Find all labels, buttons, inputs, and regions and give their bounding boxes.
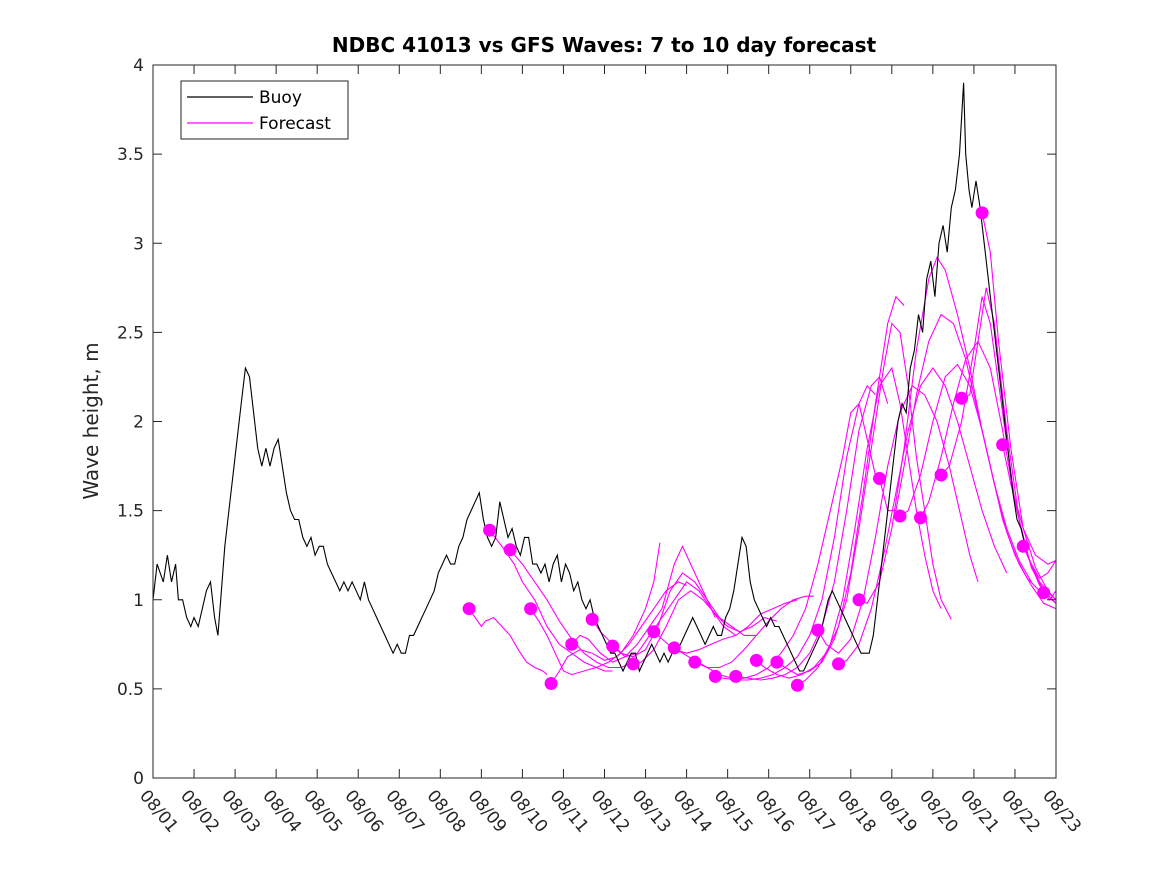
forecast-line-1 (489, 529, 613, 672)
forecast-line-0 (468, 608, 548, 676)
forecast-marker-3 (524, 602, 538, 616)
forecast-marker-18 (832, 657, 845, 671)
forecast-marker-1 (483, 523, 497, 537)
y-tick-label-7: 3.5 (117, 145, 144, 165)
forecast-marker-9 (647, 625, 661, 639)
forecast-marker-28 (1037, 586, 1051, 600)
forecast-line-26 (1002, 444, 1056, 565)
forecast-marker-4 (544, 677, 558, 690)
forecast-marker-2 (503, 543, 517, 557)
forecast-marker-15 (770, 655, 784, 669)
y-tick-label-5: 2.5 (117, 323, 144, 343)
legend-buoy-label: Buoy (259, 88, 302, 108)
forecast-markers (462, 206, 1051, 692)
forecast-marker-14 (749, 653, 763, 667)
forecast-line-7 (612, 572, 757, 658)
forecast-marker-6 (585, 612, 599, 626)
legend-forecast-label: Forecast (259, 114, 331, 134)
forecast-line-16 (797, 366, 942, 686)
forecast-marker-21 (893, 509, 907, 523)
forecast-marker-25 (975, 206, 989, 220)
legend-box (180, 80, 349, 140)
forecast-line-13 (735, 375, 889, 681)
forecast-marker-8 (626, 657, 640, 671)
forecast-marker-7 (606, 639, 620, 653)
y-axis-title: Wave height, m (79, 342, 103, 499)
y-tick-label-1: 0.5 (117, 680, 144, 700)
forecast-marker-27 (1016, 539, 1030, 553)
forecast-line-5 (571, 544, 716, 663)
forecast-line-24 (961, 287, 1056, 604)
forecast-marker-26 (996, 438, 1010, 452)
forecast-line-27 (1022, 546, 1056, 580)
forecast-line-3 (530, 542, 661, 676)
forecast-marker-17 (811, 623, 825, 637)
forecast-marker-22 (914, 511, 927, 525)
y-tick-label-0: 0 (133, 769, 144, 789)
y-tick-label-6: 3 (133, 234, 144, 254)
chart-title: NDBC 41013 vs GFS Waves: 7 to 10 day for… (332, 33, 877, 57)
y-tick-label-3: 1.5 (117, 502, 144, 522)
y-tick-label-8: 4 (133, 56, 144, 76)
forecast-line-21 (899, 363, 1056, 610)
forecast-line-22 (920, 340, 1056, 604)
forecast-marker-10 (667, 641, 681, 655)
buoy-line (153, 82, 1026, 673)
forecast-marker-19 (852, 593, 866, 607)
forecast-marker-11 (688, 655, 702, 669)
forecast-line-11 (694, 402, 876, 679)
forecast-marker-5 (565, 637, 579, 651)
forecast-marker-20 (873, 472, 886, 485)
forecast-marker-13 (729, 669, 743, 683)
series-layer (153, 82, 1056, 686)
forecast-marker-16 (790, 678, 804, 692)
forecast-line-14 (756, 295, 905, 679)
forecast-marker-23 (934, 468, 948, 482)
forecast-marker-0 (462, 602, 476, 616)
legend: Buoy Forecast (180, 80, 349, 140)
forecast-line-23 (940, 296, 1056, 601)
forecast-line-18 (838, 367, 1008, 665)
y-tick-label-2: 1 (133, 591, 144, 611)
forecast-marker-12 (708, 669, 722, 683)
forecast-marker-24 (955, 391, 969, 405)
y-tick-label-4: 2 (133, 413, 144, 433)
